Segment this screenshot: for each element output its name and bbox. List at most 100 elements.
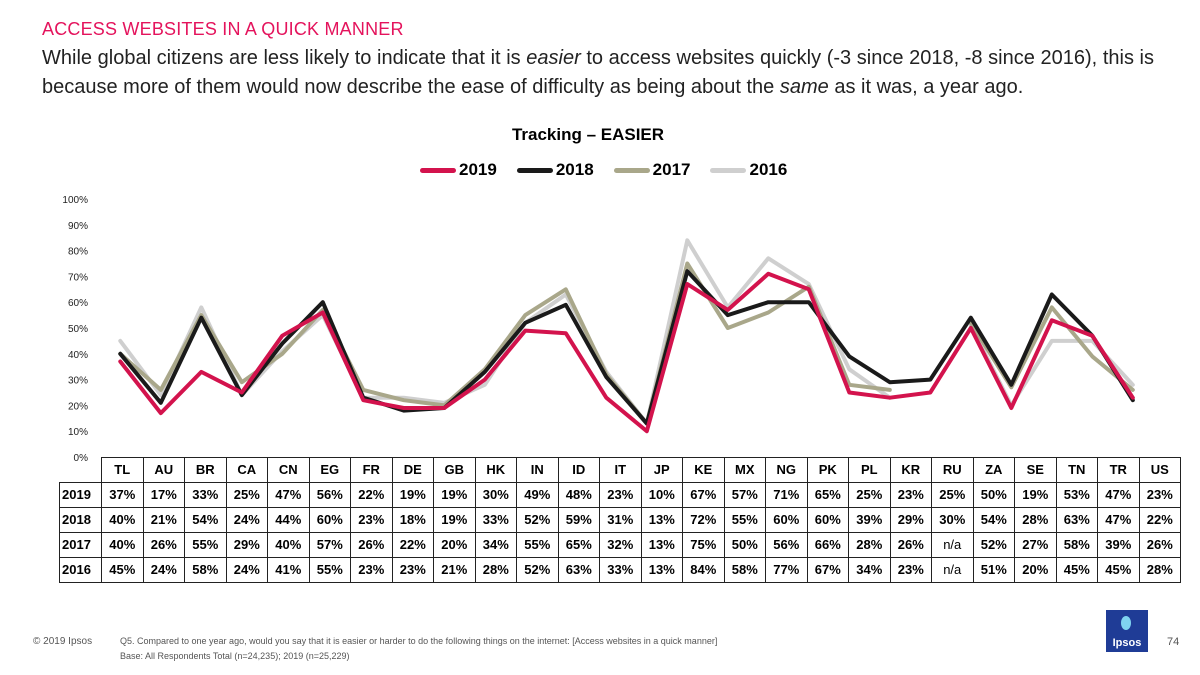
data-label: 49%: [516, 481, 559, 508]
data-label: 60%: [765, 506, 808, 533]
table-row: 2018 40% 21% 54% 24% 44% 60% 23% 18% 19% 33% 52% 59%…: [59, 506, 1181, 533]
y-tick-label: 60%: [68, 298, 88, 309]
y-tick-label: 50%: [68, 324, 88, 335]
logo-text: Ipsos: [1112, 637, 1142, 649]
data-label: 23%: [1138, 481, 1181, 508]
data-label: 55%: [308, 556, 351, 583]
data-label: 52%: [972, 531, 1015, 558]
legend-item-2016: 2016: [710, 160, 787, 180]
data-label: 26%: [350, 531, 393, 558]
data-label: 10%: [640, 481, 683, 508]
x-tick-label: JP: [640, 457, 683, 483]
data-label: 48%: [557, 481, 600, 508]
data-label: 66%: [806, 531, 849, 558]
y-tick-label: 10%: [68, 427, 88, 438]
x-tick-label: PL: [848, 457, 891, 483]
data-label: 77%: [765, 556, 808, 583]
x-tick-label: FR: [350, 457, 393, 483]
x-tick-label: RU: [931, 457, 974, 483]
data-label: 23%: [889, 556, 932, 583]
data-label: 50%: [972, 481, 1015, 508]
x-tick-label: TL: [101, 457, 144, 483]
data-label: 55%: [516, 531, 559, 558]
x-tick-label: ID: [557, 457, 600, 483]
x-tick-label: CN: [267, 457, 310, 483]
data-label: 33%: [474, 506, 517, 533]
data-label: 21%: [433, 556, 476, 583]
data-label: 26%: [889, 531, 932, 558]
x-tick-label: AU: [142, 457, 185, 483]
data-label: n/a: [931, 531, 974, 558]
data-label: 52%: [516, 506, 559, 533]
y-tick-label: 70%: [68, 272, 88, 283]
data-label: 18%: [391, 506, 434, 533]
legend-swatch: [420, 167, 456, 173]
x-tick-label: PK: [806, 457, 849, 483]
data-label: 54%: [972, 506, 1015, 533]
data-label: 25%: [848, 481, 891, 508]
y-tick-label: 20%: [68, 401, 88, 412]
data-label: 24%: [225, 556, 268, 583]
data-label: 20%: [433, 531, 476, 558]
data-label: 55%: [184, 531, 227, 558]
slide-subtitle: While global citizens are less likely to…: [42, 47, 1155, 98]
row-label: 2018: [59, 506, 102, 533]
data-label: 47%: [267, 481, 310, 508]
data-label: 41%: [267, 556, 310, 583]
data-label: 19%: [391, 481, 434, 508]
data-label: 23%: [350, 556, 393, 583]
legend-label: 2016: [749, 160, 788, 179]
data-label: 27%: [1014, 531, 1057, 558]
series-line-2018: [118, 269, 1135, 426]
data-label: 33%: [184, 481, 227, 508]
data-label: 58%: [723, 556, 766, 583]
data-label: 19%: [1014, 481, 1057, 508]
data-label: 34%: [474, 531, 517, 558]
data-label: 24%: [142, 556, 185, 583]
x-tick-label: KE: [682, 457, 725, 483]
data-label: 25%: [931, 481, 974, 508]
data-label: 52%: [516, 556, 559, 583]
x-tick-label: GB: [433, 457, 476, 483]
y-tick-label: 30%: [68, 376, 88, 387]
legend-swatch: [710, 167, 747, 173]
x-tick-label: TR: [1097, 457, 1140, 483]
data-label: 57%: [308, 531, 351, 558]
data-label: 45%: [101, 556, 144, 583]
x-tick-label: SE: [1014, 457, 1057, 483]
data-label: n/a: [931, 556, 974, 583]
x-tick-label: MX: [723, 457, 766, 483]
data-label: 67%: [806, 556, 849, 583]
data-label: 33%: [599, 556, 642, 583]
data-label: 23%: [391, 556, 434, 583]
data-label: 31%: [599, 506, 642, 533]
table-row: 2017 40% 26% 55% 29% 40% 57% 26% 22% 20% 34% 55% 65%…: [59, 531, 1181, 558]
x-tick-label: CA: [225, 457, 268, 483]
data-label: 55%: [723, 506, 766, 533]
data-label: 21%: [142, 506, 185, 533]
chart-legend: 2019 2018 2017 2016: [420, 158, 807, 182]
data-label: 34%: [848, 556, 891, 583]
data-label: 22%: [391, 531, 434, 558]
base-note: Base: All Respondents Total (n=24,235); …: [120, 651, 350, 661]
data-label: 24%: [225, 506, 268, 533]
y-tick-label: 40%: [68, 350, 88, 361]
data-label: 23%: [889, 481, 932, 508]
data-label: 32%: [599, 531, 642, 558]
data-label: 67%: [682, 481, 725, 508]
data-label: 75%: [682, 531, 725, 558]
data-label: 39%: [848, 506, 891, 533]
data-label: 22%: [1138, 506, 1181, 533]
data-label: 44%: [267, 506, 310, 533]
x-tick-label: KR: [889, 457, 932, 483]
data-label: 57%: [723, 481, 766, 508]
section-kicker: ACCESS WEBSITES IN A QUICK MANNER: [42, 19, 404, 39]
data-label: 19%: [433, 481, 476, 508]
data-table: TL AU BR CA CN EG FR DE GB HK IN ID IT JP KE MX NG PK PL KR…: [59, 457, 1181, 583]
y-tick-label: 80%: [68, 247, 88, 258]
table-corner: [60, 458, 102, 483]
data-label: 39%: [1097, 531, 1140, 558]
data-label: 13%: [640, 506, 683, 533]
table-row: 2016 45% 24% 58% 24% 41% 55% 23% 23% 21% 28% 52% 63%…: [59, 556, 1181, 583]
x-tick-label: BR: [184, 457, 227, 483]
